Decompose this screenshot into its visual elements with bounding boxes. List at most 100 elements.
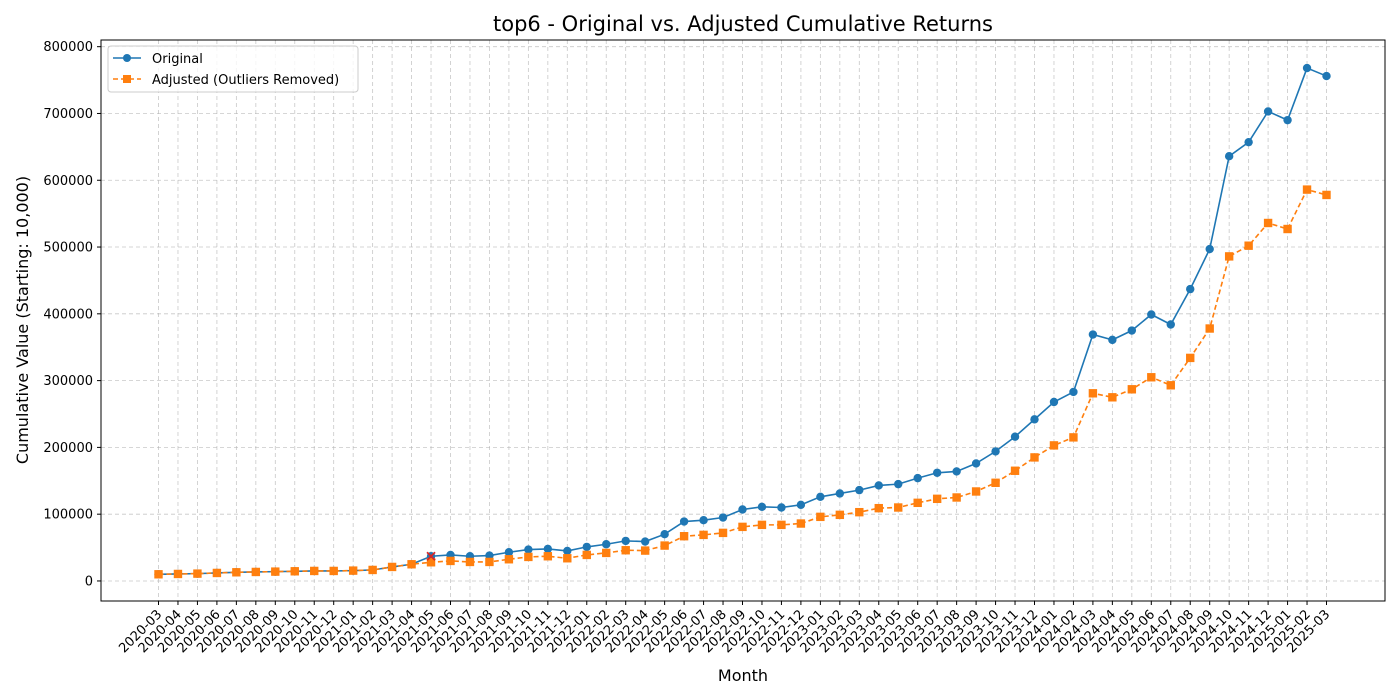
data-point-original [1186,284,1195,294]
y-tick-label: 800000 [43,40,93,55]
data-point-adjusted [426,558,436,567]
data-point-adjusted [602,548,611,558]
data-point-adjusted [757,520,767,530]
data-point-adjusted [290,567,299,576]
data-point-original [1302,63,1312,73]
data-point-original [679,517,689,526]
data-point-original [582,542,591,552]
data-point-adjusted [991,478,1000,487]
data-point-adjusted [1263,218,1273,228]
data-point-original [855,485,864,495]
data-point-adjusted [1205,324,1214,333]
legend-item-original: Original [113,52,203,67]
x-axis-title: Month [718,666,768,685]
data-point-original [1205,244,1214,254]
data-point-adjusted [232,568,241,577]
data-point-original [602,540,611,549]
data-point-adjusted [193,569,202,578]
data-point-adjusted [894,503,903,512]
data-point-adjusted [1069,433,1078,442]
data-point-adjusted [329,566,338,576]
data-point-adjusted [446,556,455,566]
data-point-original [504,548,514,557]
data-point-original [1322,71,1331,81]
y-tick-label: 100000 [43,508,93,523]
data-point-adjusted [1049,441,1059,450]
data-point-original [718,513,728,522]
data-point-adjusted [582,550,591,560]
data-point-original [932,468,942,477]
data-point-original [971,459,981,468]
data-point-original [1127,326,1137,335]
data-point-adjusted [1088,389,1098,398]
y-tick-label: 400000 [43,307,93,322]
data-point-original [1010,432,1020,441]
data-point-adjusted [640,546,650,555]
data-point-adjusted [738,522,747,532]
data-point-original [816,492,825,502]
y-tick-label: 600000 [43,174,93,189]
data-point-original [952,467,961,476]
data-point-adjusted [251,567,261,577]
legend-item-adjusted: Adjusted (Outliers Removed) [113,73,339,88]
data-point-adjusted [1224,252,1234,261]
chart-title: top6 - Original vs. Adjusted Cumulative … [493,12,993,36]
data-point-adjusted [1166,381,1175,390]
data-point-original [699,515,708,525]
data-point-original [1108,335,1117,345]
legend: Original Adjusted (Outliers Removed) [107,45,359,93]
legend-marker-original [123,54,131,62]
data-point-adjusted [777,520,786,530]
y-axis: 0 100000 200000 300000 400000 500000 600000 700… [43,40,101,589]
data-point-original [543,544,553,554]
data-point-original [777,503,786,512]
data-point-adjusted [971,487,981,496]
data-point-adjusted [368,565,377,575]
data-point-original [1049,397,1059,407]
data-point-adjusted [543,552,553,561]
data-point-adjusted [1322,190,1331,200]
y-tick-label: 300000 [43,374,93,389]
data-point-adjusted [271,567,280,576]
data-point-adjusted [1283,224,1292,234]
data-point-adjusted [524,552,533,562]
data-point-adjusted [1147,373,1156,382]
data-point-original [1147,310,1156,319]
data-point-adjusted [1010,466,1020,475]
y-axis-title: Cumulative Value (Starting: 10,000) [13,176,32,464]
data-point-adjusted [212,568,222,578]
data-point-original [1224,152,1234,161]
data-point-adjusted [835,510,845,520]
data-point-original [1263,107,1273,116]
data-point-adjusted [816,512,825,522]
y-tick-label: 700000 [43,107,93,122]
legend-label-adjusted: Adjusted (Outliers Removed) [152,73,339,88]
data-point-original [874,481,883,490]
data-point-adjusted [952,493,961,502]
data-point-adjusted [1244,241,1253,250]
grid [101,40,1385,601]
data-point-adjusted [387,562,397,572]
data-point-original [894,479,903,489]
data-point-adjusted [1127,385,1137,394]
data-point-original [1166,320,1175,329]
data-point-adjusted [855,507,864,517]
data-point-original [660,530,669,539]
data-point-adjusted [621,546,630,555]
data-point-adjusted [465,557,475,567]
data-point-original [738,505,747,514]
data-point-adjusted [563,554,572,563]
data-point-adjusted [1030,453,1039,462]
data-point-original [835,489,845,498]
data-point-original [757,502,767,512]
data-point-original [485,551,494,560]
data-point-adjusted [660,541,669,550]
data-point-adjusted [796,519,806,528]
legend-marker-adjusted [123,75,131,83]
data-point-adjusted [348,566,358,575]
data-point-adjusted [1186,353,1195,363]
data-point-original [640,537,650,546]
data-point-adjusted [913,498,922,508]
data-point-adjusted [485,557,494,567]
